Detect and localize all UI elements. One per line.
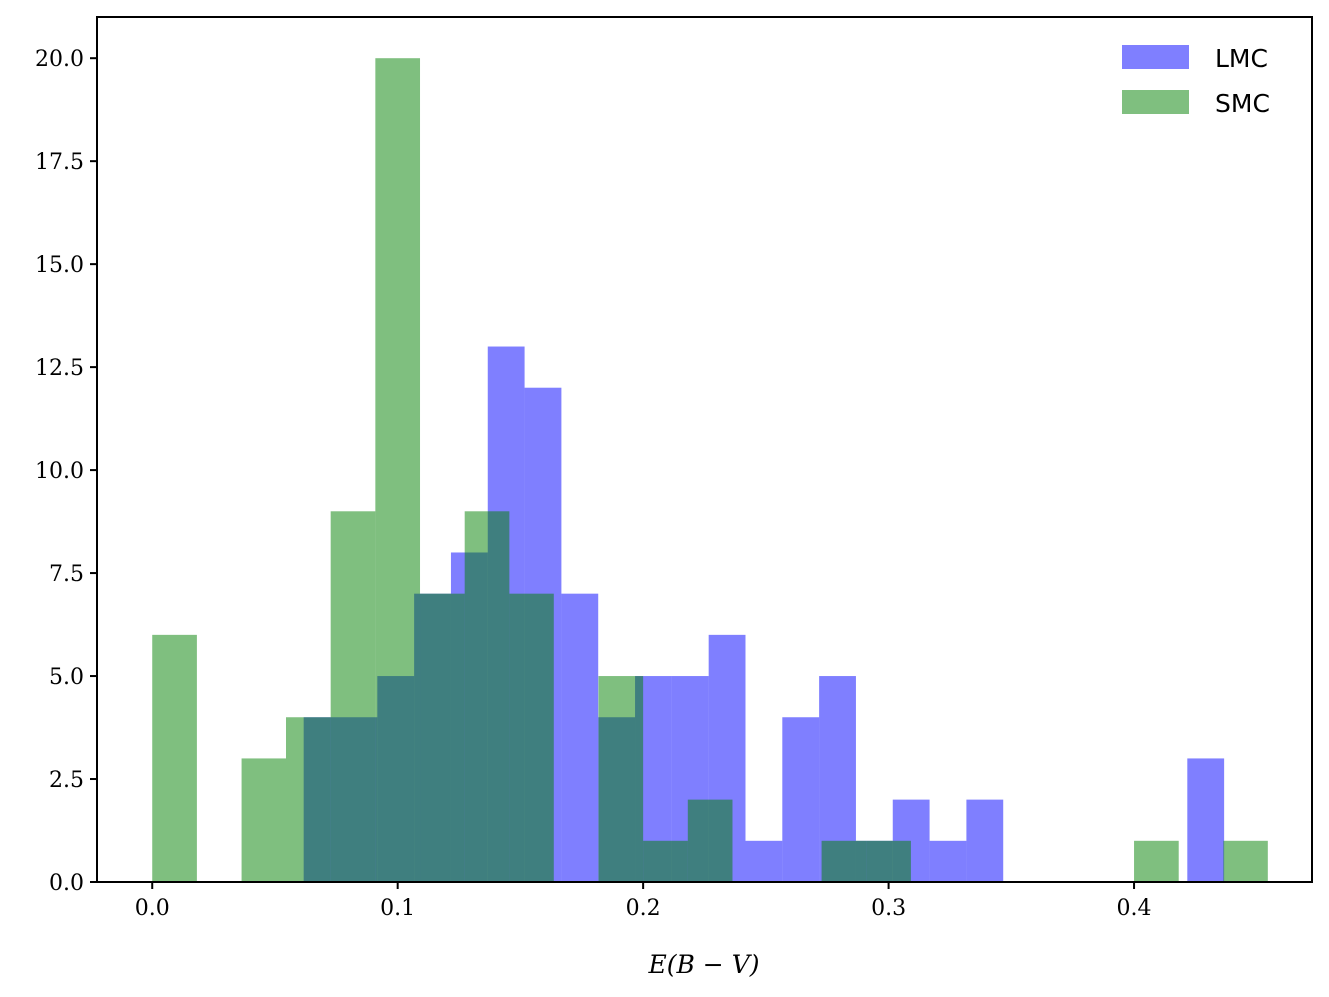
bar-smc-24 (1223, 840, 1268, 882)
legend-label-lmc: LMC (1215, 44, 1268, 73)
bar-smc-0 (152, 634, 197, 882)
y-tick-label-3: 7.5 (49, 562, 84, 587)
x-tick-label-3: 0.3 (871, 896, 906, 921)
bar-lmc-12 (745, 840, 783, 882)
bar-smc-3 (286, 717, 331, 882)
y-tick-label-7: 17.5 (35, 150, 84, 175)
y-tick-label-0: 0.0 (49, 871, 84, 896)
y-tick-label-8: 20.0 (35, 47, 84, 72)
y-tick-label-2: 5.0 (49, 665, 84, 690)
x-tick-label-4: 0.4 (1117, 896, 1152, 921)
bar-lmc-13 (782, 717, 820, 882)
bar-smc-8 (509, 593, 554, 882)
bar-smc-15 (821, 840, 867, 882)
y-tick-label-4: 10.0 (35, 459, 84, 484)
bars-layer (152, 58, 1268, 882)
legend-swatch-lmc (1122, 45, 1189, 69)
bar-smc-4 (330, 511, 376, 882)
x-tick-label-2: 0.2 (626, 896, 661, 921)
bar-smc-2 (241, 758, 286, 882)
legend: LMC SMC (1122, 44, 1270, 118)
bar-smc-22 (1134, 840, 1179, 882)
legend-swatch-smc (1122, 90, 1189, 114)
bar-lmc-7 (561, 593, 599, 882)
bar-smc-7 (464, 511, 510, 882)
y-axis: 0.0 2.5 5.0 7.5 10.0 12.5 15.0 17.5 20.0 (35, 47, 97, 896)
bar-smc-10 (598, 676, 644, 882)
legend-label-smc: SMC (1215, 89, 1270, 118)
bar-smc-12 (687, 799, 733, 882)
series-smc (152, 58, 1268, 882)
bar-lmc-18 (966, 799, 1004, 882)
plot-frame (96, 16, 1313, 883)
y-tick-label-5: 12.5 (35, 356, 84, 381)
bar-smc-11 (643, 840, 688, 882)
bar-lmc-17 (929, 840, 967, 882)
x-tick-label-1: 0.1 (380, 896, 415, 921)
x-axis-title: E(B − V) (647, 950, 759, 979)
y-tick-label-1: 2.5 (49, 768, 84, 793)
y-tick-label-6: 15.0 (35, 253, 84, 278)
bar-smc-6 (420, 593, 465, 882)
x-tick-label-0: 0.0 (135, 896, 170, 921)
bar-smc-16 (866, 840, 911, 882)
bar-lmc-24 (1187, 758, 1225, 882)
x-axis: 0.0 0.1 0.2 0.3 0.4 (135, 882, 1152, 921)
bar-smc-5 (375, 58, 421, 882)
